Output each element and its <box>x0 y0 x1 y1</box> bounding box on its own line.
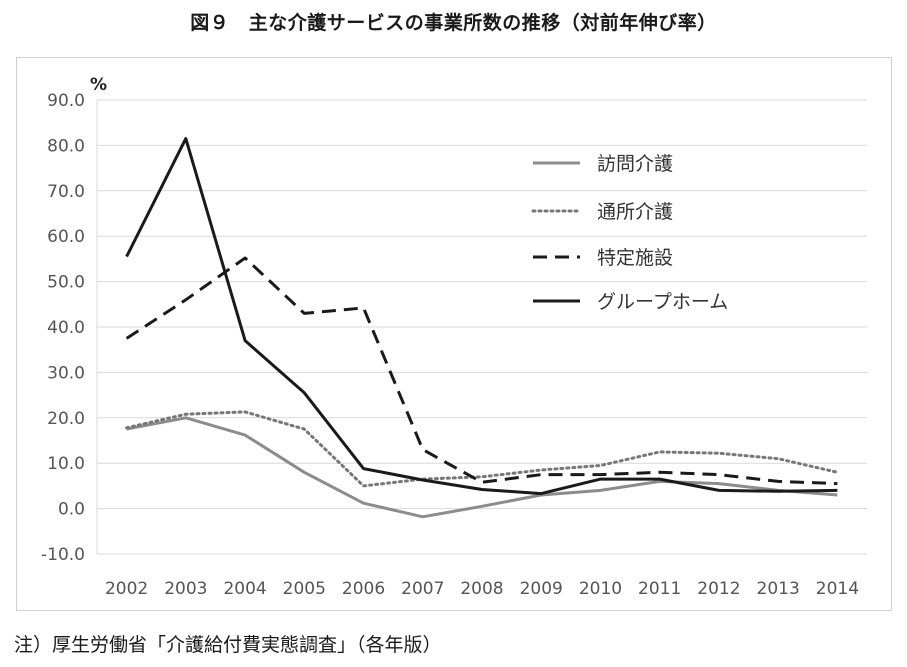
legend-label: 特定施設 <box>597 247 673 269</box>
x-tick-label: 2009 <box>520 579 563 599</box>
series-lines <box>125 137 839 519</box>
legend-label: グループホーム <box>597 291 728 313</box>
y-tick-label: 60.0 <box>47 227 85 247</box>
y-axis: 90.0 80.0 70.0 60.0 50.0 40.0 30.0 20.0 10.0 0.0 -… <box>41 91 85 565</box>
y-axis-unit: % <box>90 75 107 95</box>
x-tick-label: 2008 <box>460 579 503 599</box>
x-axis: 2002 2003 2004 2005 2006 2007 2008 2009 2010 2011… <box>105 579 859 599</box>
x-tick-label: 2002 <box>105 579 148 599</box>
x-tick-label: 2004 <box>223 579 266 599</box>
series-line-1 <box>126 416 838 519</box>
y-tick-label: 40.0 <box>47 318 85 338</box>
y-tick-label: 0.0 <box>58 500 85 520</box>
legend-label: 訪問介護 <box>597 153 673 175</box>
y-tick-label: 70.0 <box>47 182 85 202</box>
y-tick-label: 80.0 <box>47 136 85 156</box>
y-tick-label: 90.0 <box>47 91 85 111</box>
series-line-3 <box>125 256 838 486</box>
x-tick-label: 2010 <box>579 579 622 599</box>
x-tick-label: 2013 <box>757 579 800 599</box>
series-line-2 <box>125 410 839 488</box>
x-tick-label: 2012 <box>697 579 740 599</box>
x-tick-label: 2006 <box>342 579 385 599</box>
x-tick-label: 2003 <box>164 579 207 599</box>
source-note: 注）厚生労働省「介護給付費実態調査」（各年版） <box>14 634 442 656</box>
y-tick-label: 30.0 <box>47 363 85 383</box>
x-tick-label: 2014 <box>816 579 859 599</box>
y-tick-label: -10.0 <box>41 545 85 565</box>
legend-label: 通所介護 <box>597 201 673 223</box>
chart-title: 図９ 主な介護サービスの事業所数の推移（対前年伸び率） <box>190 12 717 34</box>
y-tick-label: 10.0 <box>47 454 85 474</box>
grid <box>96 99 867 555</box>
y-tick-label: 50.0 <box>47 273 85 293</box>
x-tick-label: 2011 <box>638 579 681 599</box>
chart-frame <box>16 57 892 611</box>
x-tick-label: 2007 <box>401 579 444 599</box>
series-line-4 <box>125 137 838 496</box>
y-tick-label: 20.0 <box>47 409 85 429</box>
x-tick-label: 2005 <box>283 579 326 599</box>
